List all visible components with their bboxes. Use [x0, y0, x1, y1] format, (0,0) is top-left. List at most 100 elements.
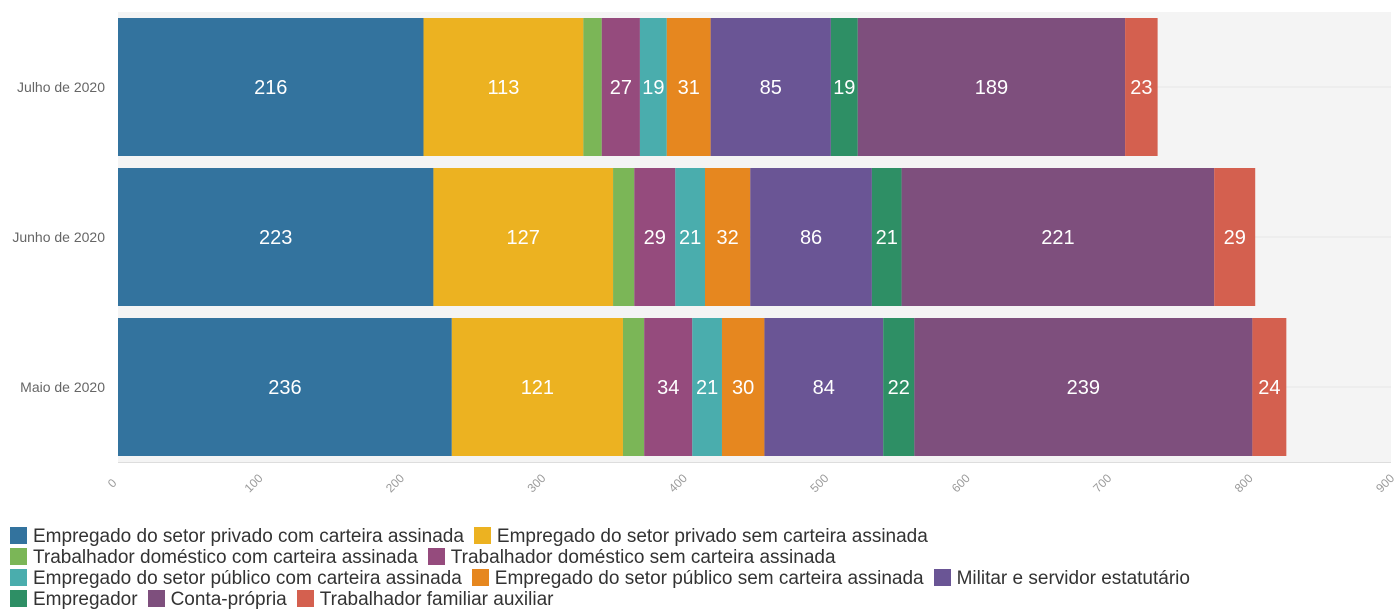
- bar-segment: [830, 18, 858, 156]
- bar-segment: [613, 168, 635, 306]
- legend-row: Empregado do setor público com carteira …: [10, 568, 1395, 589]
- bar-segment: [914, 318, 1253, 456]
- legend-swatch: [296, 590, 314, 607]
- stacked-bar-chart: 0 100 200 300 400 500 600 700 800 900 Julho de 202…: [12, 12, 1397, 495]
- legend-label: Trabalhador doméstico sem carteira assin…: [450, 547, 836, 568]
- data-label: 127: [507, 227, 540, 249]
- x-tick-label: 0: [105, 476, 120, 491]
- bar-segment: [692, 318, 722, 456]
- bar-segment: [118, 318, 452, 456]
- legend-item[interactable]: Trabalhador doméstico com carteira assin…: [10, 547, 418, 568]
- bar-segment: [871, 168, 902, 306]
- x-tick-label: 200: [383, 471, 407, 495]
- legend-swatch: [933, 569, 951, 586]
- bar-segment: [857, 18, 1126, 156]
- bar-segment: [622, 318, 645, 456]
- bar-segment: [721, 318, 765, 456]
- legend-item[interactable]: Empregado do setor público com carteira …: [10, 568, 462, 589]
- x-tick-label: 800: [1232, 471, 1256, 495]
- data-label: 236: [268, 377, 301, 399]
- data-label: 22: [888, 377, 910, 399]
- bar-segment: [451, 318, 623, 456]
- bar-segment: [1252, 318, 1287, 456]
- data-label: 34: [657, 377, 679, 399]
- bar-segment: [118, 18, 424, 156]
- bar-segment: [639, 18, 667, 156]
- x-tick-label: 700: [1090, 471, 1114, 495]
- bar-segment: [883, 318, 915, 456]
- legend-row: Empregador Conta-própria Trabalhador famil…: [10, 589, 1395, 610]
- x-tick-label: 600: [949, 471, 973, 495]
- legend-item[interactable]: Conta-própria: [147, 589, 287, 610]
- data-label: 29: [1224, 227, 1246, 249]
- category-label: Junho de 2020: [12, 229, 105, 245]
- legend-item[interactable]: Empregado do setor privado com carteira …: [10, 526, 464, 547]
- legend: Empregado do setor privado com carteira …: [10, 526, 1395, 610]
- x-tick-label: 300: [524, 471, 548, 495]
- data-label: 84: [813, 377, 835, 399]
- legend-label: Trabalhador doméstico com carteira assin…: [33, 547, 418, 568]
- legend-item[interactable]: Empregado do setor público sem carteira …: [471, 568, 924, 589]
- bar-segment: [634, 168, 676, 306]
- data-label: 21: [679, 227, 701, 249]
- bar-segment: [750, 168, 872, 306]
- data-label: 85: [760, 77, 782, 99]
- data-label: 113: [487, 77, 519, 99]
- legend-label: Empregado do setor privado com carteira …: [33, 526, 464, 547]
- legend-item[interactable]: Empregado do setor privado sem carteira …: [473, 526, 928, 547]
- category-label: Julho de 2020: [17, 79, 105, 95]
- data-label: 24: [1258, 377, 1280, 399]
- bar-segment: [423, 18, 584, 156]
- legend-item[interactable]: Empregador: [10, 589, 138, 610]
- data-label: 29: [644, 227, 666, 249]
- legend-row: Empregado do setor privado com carteira …: [10, 526, 1395, 547]
- x-tick-label: 100: [242, 471, 266, 495]
- legend-swatch: [10, 569, 27, 586]
- legend-label: Empregado do setor público sem carteira …: [494, 568, 924, 589]
- bar-segment: [433, 168, 614, 306]
- bar-segment: [118, 168, 434, 306]
- legend-swatch: [427, 548, 445, 565]
- data-label: 27: [610, 77, 632, 99]
- data-label: 19: [833, 77, 855, 99]
- data-label: 19: [642, 77, 664, 99]
- legend-row: Trabalhador doméstico com carteira assin…: [10, 547, 1395, 568]
- chart-svg: 0 100 200 300 400 500 600 700 800 900 Julho de 202…: [12, 12, 1397, 495]
- x-tick-label: 500: [807, 471, 831, 495]
- legend-label: Trabalhador familiar auxiliar: [319, 589, 554, 610]
- bar-segment: [764, 318, 884, 456]
- data-label: 21: [696, 377, 718, 399]
- x-tick-label: 400: [666, 471, 690, 495]
- data-label: 86: [800, 227, 822, 249]
- data-label: 21: [876, 227, 898, 249]
- data-label: 23: [1130, 77, 1152, 99]
- bar-segment: [1214, 168, 1256, 306]
- category-label: Maio de 2020: [20, 379, 105, 395]
- data-label: 31: [678, 77, 700, 99]
- legend-swatch: [10, 527, 27, 544]
- bar-segment: [1125, 18, 1158, 156]
- data-label: 221: [1041, 227, 1074, 249]
- legend-item[interactable]: Trabalhador familiar auxiliar: [296, 589, 554, 610]
- bar-segment: [710, 18, 831, 156]
- legend-label: Empregado do setor privado sem carteira …: [496, 526, 928, 547]
- bar-segment: [901, 168, 1215, 306]
- data-label: 32: [717, 227, 739, 249]
- legend-swatch: [10, 590, 27, 607]
- bar-segment: [675, 168, 705, 306]
- x-tick-label: 900: [1373, 471, 1397, 495]
- legend-label: Militar e servidor estatutário: [956, 568, 1190, 589]
- legend-swatch: [473, 527, 491, 544]
- bar-segment: [666, 18, 711, 156]
- data-label: 223: [259, 227, 292, 249]
- legend-label: Empregador: [33, 589, 138, 610]
- data-label: 30: [732, 377, 754, 399]
- legend-label: Empregado do setor público com carteira …: [33, 568, 462, 589]
- legend-item[interactable]: Militar e servidor estatutário: [933, 568, 1190, 589]
- data-label: 216: [254, 77, 287, 99]
- legend-item[interactable]: Trabalhador doméstico sem carteira assin…: [427, 547, 836, 568]
- data-label: 121: [521, 377, 554, 399]
- bar-segment: [601, 18, 640, 156]
- data-label: 189: [975, 77, 1008, 99]
- legend-swatch: [10, 548, 27, 565]
